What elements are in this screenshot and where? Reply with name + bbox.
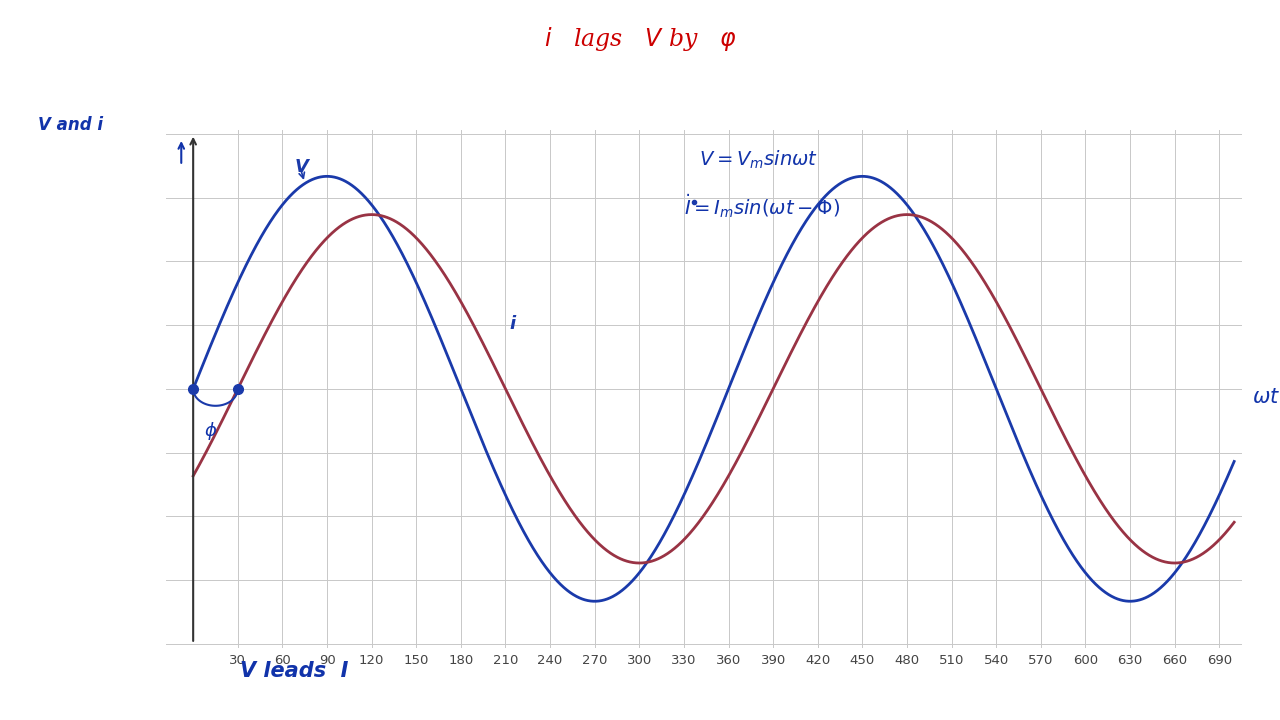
Text: V leads  I: V leads I xyxy=(241,661,348,681)
Text: $V = V_m sin\omega t$: $V = V_m sin\omega t$ xyxy=(699,149,818,171)
Text: $\dot{I} = I_m sin(\omega t - \Phi)$: $\dot{I} = I_m sin(\omega t - \Phi)$ xyxy=(684,192,840,220)
Text: $i$   lags   $V$ by   $\varphi$: $i$ lags $V$ by $\varphi$ xyxy=(544,25,736,53)
Text: V and i: V and i xyxy=(38,116,102,134)
Text: V: V xyxy=(294,158,308,176)
Text: i: i xyxy=(509,315,516,333)
Text: $\omega t$: $\omega t$ xyxy=(1252,387,1280,408)
Text: $\phi$: $\phi$ xyxy=(204,420,216,441)
